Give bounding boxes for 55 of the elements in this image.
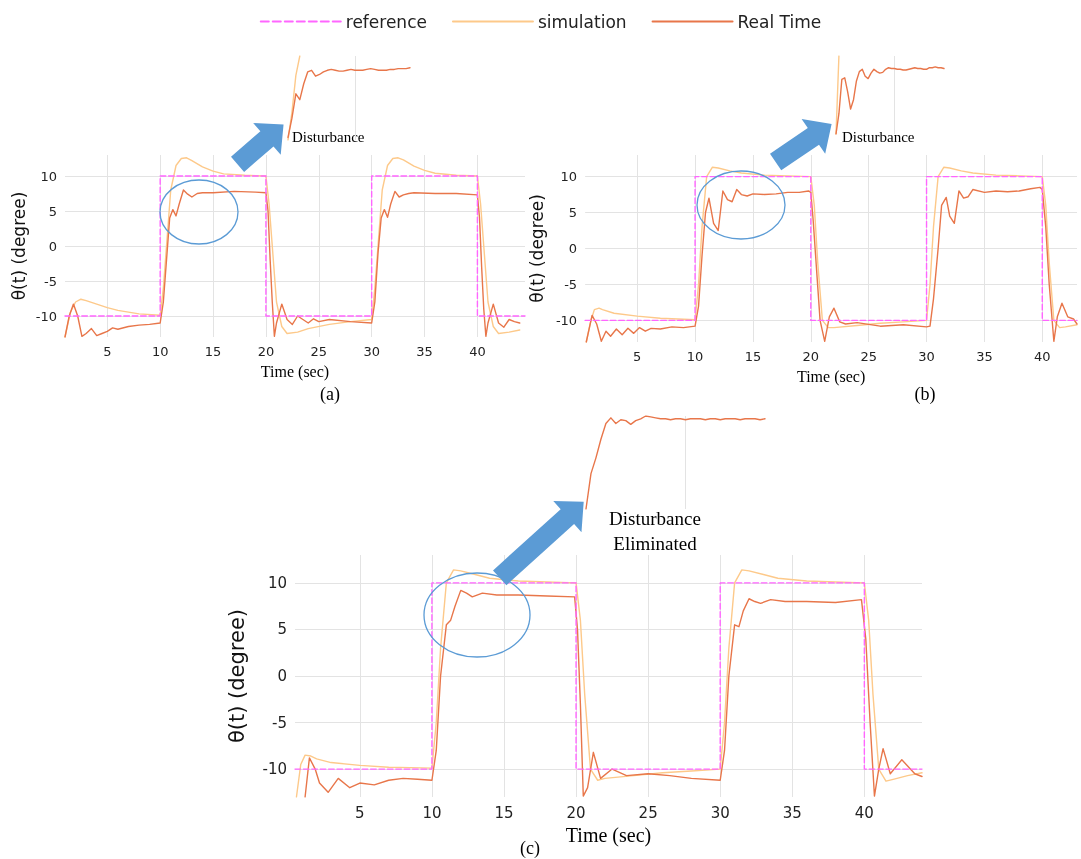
annotation: Disturbance bbox=[292, 129, 365, 145]
x-axis-title: Time (sec) bbox=[796, 367, 866, 386]
x-tick-label: 10 bbox=[686, 349, 704, 364]
x-tick-label: 25 bbox=[310, 344, 328, 359]
x-tick-label: 35 bbox=[782, 803, 802, 822]
x-tick-label: 20 bbox=[257, 344, 275, 359]
text: (c) bbox=[520, 838, 540, 859]
y-tick-label: 5 bbox=[48, 203, 57, 219]
y-tick-label: 10 bbox=[560, 169, 578, 185]
x-axis-title: Time (sec) bbox=[565, 823, 652, 847]
x-tick-label: 40 bbox=[1034, 349, 1051, 364]
y-tick-label: -5 bbox=[564, 276, 578, 292]
y-tick-label: 5 bbox=[277, 620, 287, 639]
annotation: Disturbance Eliminated bbox=[609, 508, 701, 554]
x-tick-label: 40 bbox=[854, 803, 874, 822]
y-tick-label: 0 bbox=[277, 667, 287, 685]
y-tick-label: 5 bbox=[568, 205, 578, 221]
annotation: Disturbance bbox=[842, 129, 915, 145]
x-tick-label: 15 bbox=[744, 349, 762, 364]
y-tick-label: -5 bbox=[44, 273, 57, 289]
y-tick-label: 0 bbox=[48, 238, 57, 254]
y-tick-label: 10 bbox=[40, 168, 57, 184]
x-tick-label: 25 bbox=[860, 349, 877, 364]
legend-label: simulation bbox=[537, 11, 627, 32]
y-tick-label: -10 bbox=[35, 308, 57, 324]
legend-label: Real Time bbox=[737, 11, 822, 32]
x-tick-label: 10 bbox=[151, 344, 169, 359]
y-axis-title: θ(t) (degree) bbox=[224, 608, 249, 744]
x-tick-label: 5 bbox=[633, 349, 642, 364]
x-tick-label: 20 bbox=[802, 349, 820, 364]
x-tick-label: 35 bbox=[416, 344, 433, 359]
x-tick-label: 5 bbox=[355, 803, 365, 822]
x-tick-label: 25 bbox=[638, 803, 658, 822]
x-tick-label: 40 bbox=[469, 344, 486, 359]
x-tick-label: 10 bbox=[422, 803, 442, 822]
text: (a) bbox=[320, 384, 340, 405]
y-tick-label: -5 bbox=[272, 713, 287, 732]
x-tick-label: 20 bbox=[566, 803, 586, 822]
y-tick-label: -10 bbox=[555, 312, 578, 328]
x-tick-label: 30 bbox=[363, 344, 380, 359]
x-tick-label: 15 bbox=[204, 344, 222, 359]
x-tick-label: 5 bbox=[103, 344, 112, 359]
y-axis-title: θ(t) (degree) bbox=[526, 194, 547, 303]
x-tick-label: 30 bbox=[710, 803, 730, 822]
y-axis-title: θ(t) (degree) bbox=[8, 191, 29, 301]
x-tick-label: 15 bbox=[494, 803, 514, 822]
legend-label: reference bbox=[345, 11, 427, 32]
x-tick-label: 30 bbox=[918, 349, 935, 364]
text: (b) bbox=[914, 384, 936, 405]
line-series bbox=[64, 189, 521, 338]
x-axis-title: Time (sec) bbox=[260, 362, 330, 381]
y-tick-label: 10 bbox=[267, 573, 287, 592]
y-tick-label: -10 bbox=[262, 760, 287, 779]
y-tick-label: 0 bbox=[568, 241, 578, 256]
x-tick-label: 35 bbox=[976, 349, 993, 364]
